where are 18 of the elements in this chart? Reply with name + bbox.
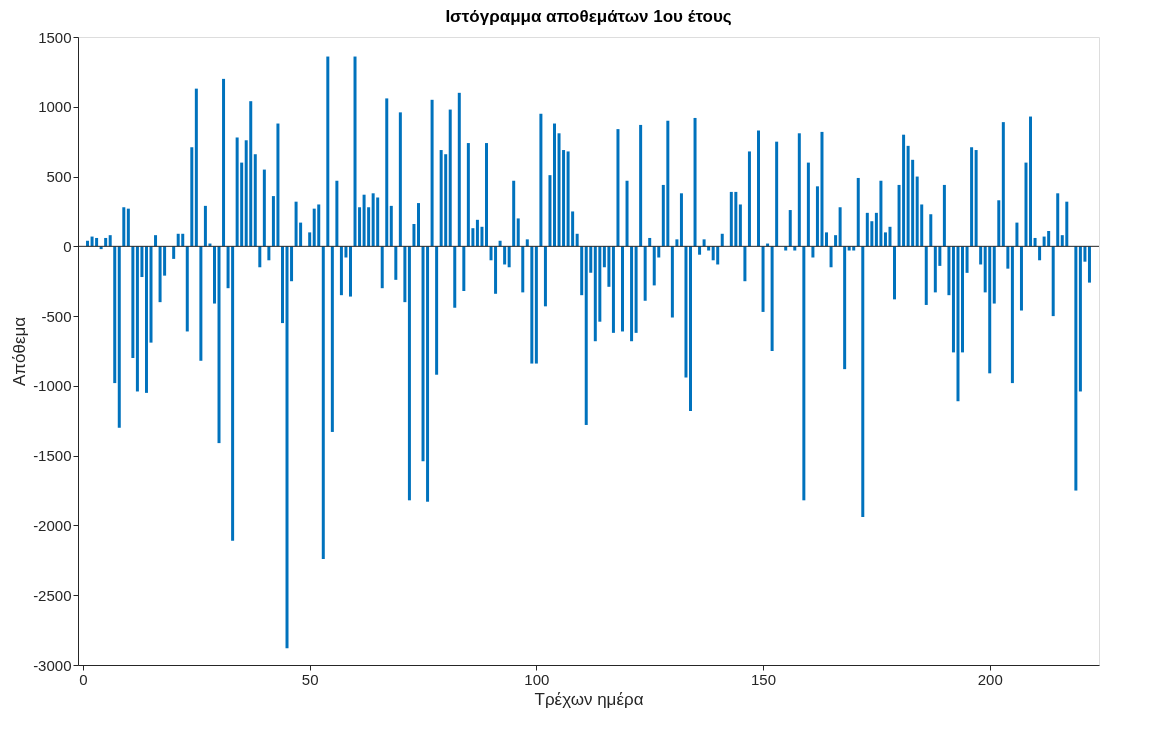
- chart-title: Ιστόγραμμα αποθεμάτων 1ου έτους: [445, 7, 732, 26]
- x-tick-label: 50: [301, 670, 319, 688]
- y-tick-label: -1500: [33, 447, 72, 465]
- x-tick-label: 0: [79, 670, 88, 688]
- y-tick-label: -2000: [33, 516, 72, 534]
- y-tick-label: 1000: [38, 98, 72, 116]
- y-axis-title: Απόθεμα: [10, 316, 30, 387]
- x-tick-label: 200: [977, 670, 1003, 688]
- y-tick-label: 500: [46, 168, 72, 186]
- y-tick-label: -3000: [33, 656, 72, 674]
- y-tick-label: 1500: [38, 28, 72, 46]
- y-tick-label: -2500: [33, 586, 72, 604]
- y-tick-label: -1000: [33, 377, 72, 395]
- x-tick-label: 150: [751, 670, 777, 688]
- y-tick-label: 0: [63, 237, 72, 255]
- x-tick-label: 100: [524, 670, 550, 688]
- y-tick-label: -500: [41, 307, 72, 325]
- x-axis-title: Τρέχων ημέρα: [534, 689, 644, 709]
